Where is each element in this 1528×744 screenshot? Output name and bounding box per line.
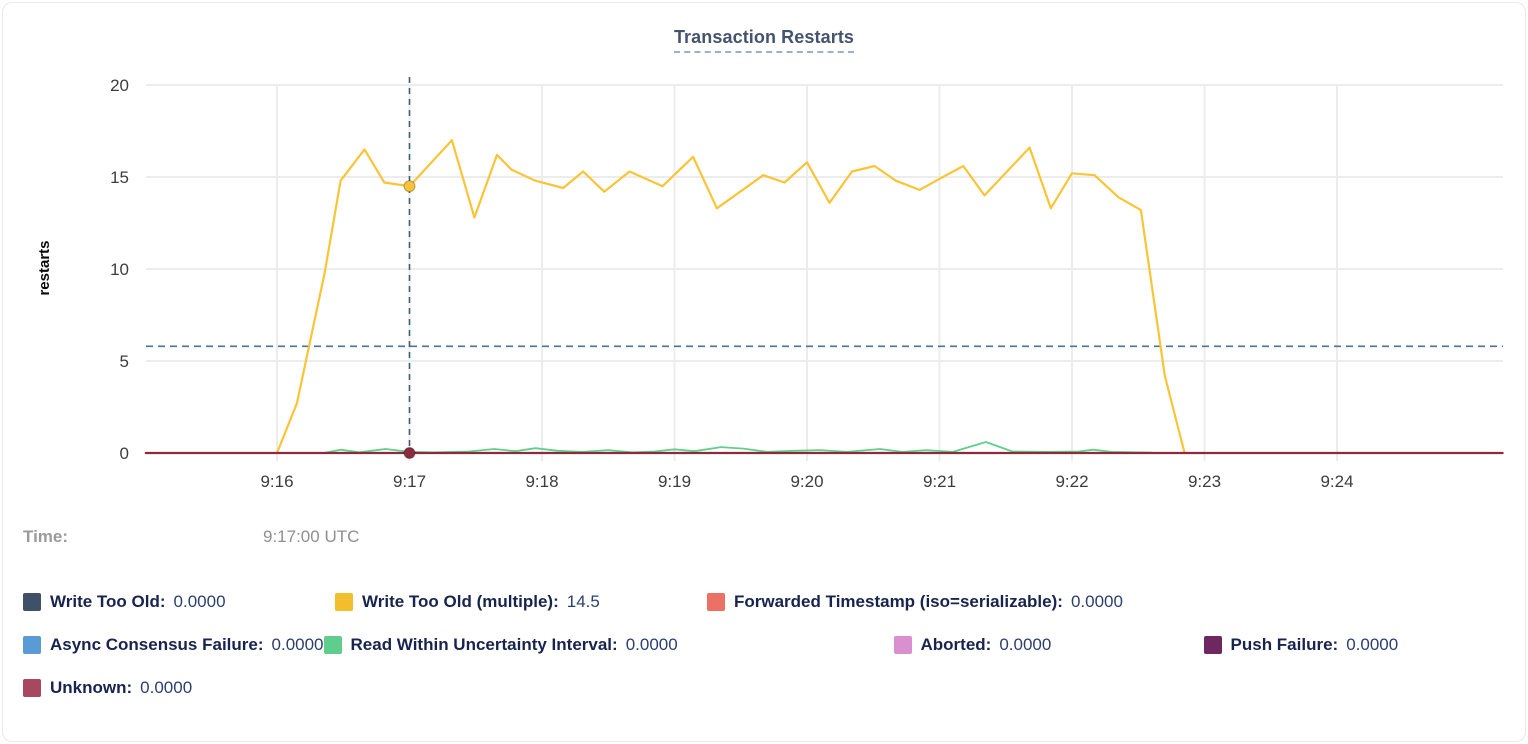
y-tick-label-20: 20: [110, 76, 129, 95]
legend-value: 0.0000: [271, 635, 324, 654]
x-tick-label-9-19: 9:19: [658, 472, 691, 491]
hover-dot-write-too-old-multiple: [403, 180, 416, 193]
legend-label: Push Failure:: [1230, 635, 1339, 654]
legend-swatch-forwarded-timestamp-iso-serializable: [707, 593, 725, 611]
legend-row: Write Too Old: 0.0000 Write Too Old (multi…: [23, 592, 1513, 612]
legend-swatch-unknown: [23, 679, 41, 697]
x-tick-label-9-16: 9:16: [260, 472, 293, 491]
tooltip-time-value: 9:17:00 UTC: [263, 527, 360, 546]
legend-item-unknown: Unknown: 0.0000: [23, 678, 192, 698]
legend-row: Unknown: 0.0000: [23, 678, 1513, 698]
tooltip-time-row: Time: 9:17:00 UTC: [23, 527, 1503, 549]
legend-swatch-push-failure: [1203, 636, 1222, 654]
legend-label: Write Too Old:: [50, 592, 166, 611]
legend-label: Write Too Old (multiple):: [362, 592, 559, 611]
chart-title[interactable]: Transaction Restarts: [673, 27, 855, 53]
legend-value: 0.0000: [173, 592, 226, 611]
tooltip-time-label: Time:: [23, 527, 69, 546]
y-tick-label-5: 5: [120, 352, 129, 371]
chart-header: Transaction Restarts: [3, 27, 1525, 53]
legend-row: Async Consensus Failure: 0.0000 Read Withi…: [23, 635, 1513, 655]
legend-item-write-too-old-multiple: Write Too Old (multiple): 14.5: [335, 592, 707, 612]
chart-legend: Write Too Old: 0.0000 Write Too Old (multi…: [23, 592, 1513, 698]
legend-label: Forwarded Timestamp (iso=serializable):: [734, 592, 1063, 611]
legend-label: Read Within Uncertainty Interval:: [350, 635, 618, 654]
x-tick-label-9-18: 9:18: [525, 472, 558, 491]
legend-label: Aborted:: [920, 635, 992, 654]
legend-value: 0.0000: [1346, 635, 1399, 654]
series-line-read-within-uncertainty-interval: [322, 441, 1153, 454]
legend-label: Async Consensus Failure:: [50, 635, 264, 654]
legend-value: 0.0000: [140, 678, 193, 697]
legend-swatch-write-too-old: [23, 593, 41, 611]
x-tick-label-9-17: 9:17: [393, 472, 426, 491]
y-axis-label: restarts: [36, 240, 53, 295]
legend-value: 0.0000: [625, 635, 678, 654]
x-tick-label-9-21: 9:21: [923, 472, 956, 491]
hover-dot-unknown: [403, 446, 416, 460]
y-tick-label-0: 0: [120, 444, 129, 463]
legend-item-async-consensus-failure: Async Consensus Failure: 0.0000: [23, 635, 324, 655]
x-tick-label-9-24: 9:24: [1320, 472, 1353, 491]
legend-item-read-within-uncertainty-interval: Read Within Uncertainty Interval: 0.0000: [323, 635, 894, 655]
legend-item-aborted: Aborted: 0.0000: [893, 635, 1204, 655]
legend-label: Unknown:: [50, 678, 133, 697]
legend-item-write-too-old: Write Too Old: 0.0000: [23, 592, 335, 612]
y-tick-label-10: 10: [110, 260, 129, 279]
legend-item-forwarded-timestamp-iso-serializable: Forwarded Timestamp (iso=serializable): 0…: [707, 592, 1123, 612]
series-line-write-too-old-multiple: [275, 139, 1186, 455]
legend-swatch-async-consensus-failure: [23, 636, 41, 654]
legend-value: 0.0000: [1070, 592, 1123, 611]
x-tick-label-9-22: 9:22: [1055, 472, 1088, 491]
y-tick-label-15: 15: [110, 168, 129, 187]
legend-value: 0.0000: [999, 635, 1052, 654]
x-tick-label-9-23: 9:23: [1188, 472, 1221, 491]
legend-swatch-write-too-old-multiple: [335, 593, 353, 611]
legend-item-push-failure: Push Failure: 0.0000: [1203, 635, 1399, 655]
transaction-restarts-chart[interactable]: 0 5 10 15 20 9:16 9:17 9:18 9:19 9:20 9:21 9:22 9:23…: [3, 59, 1519, 511]
legend-swatch-read-within-uncertainty-interval: [323, 636, 342, 654]
x-tick-label-9-20: 9:20: [790, 472, 823, 491]
legend-value: 14.5: [566, 592, 600, 611]
legend-swatch-aborted: [893, 636, 912, 654]
chart-hover-area[interactable]: [146, 77, 1503, 453]
